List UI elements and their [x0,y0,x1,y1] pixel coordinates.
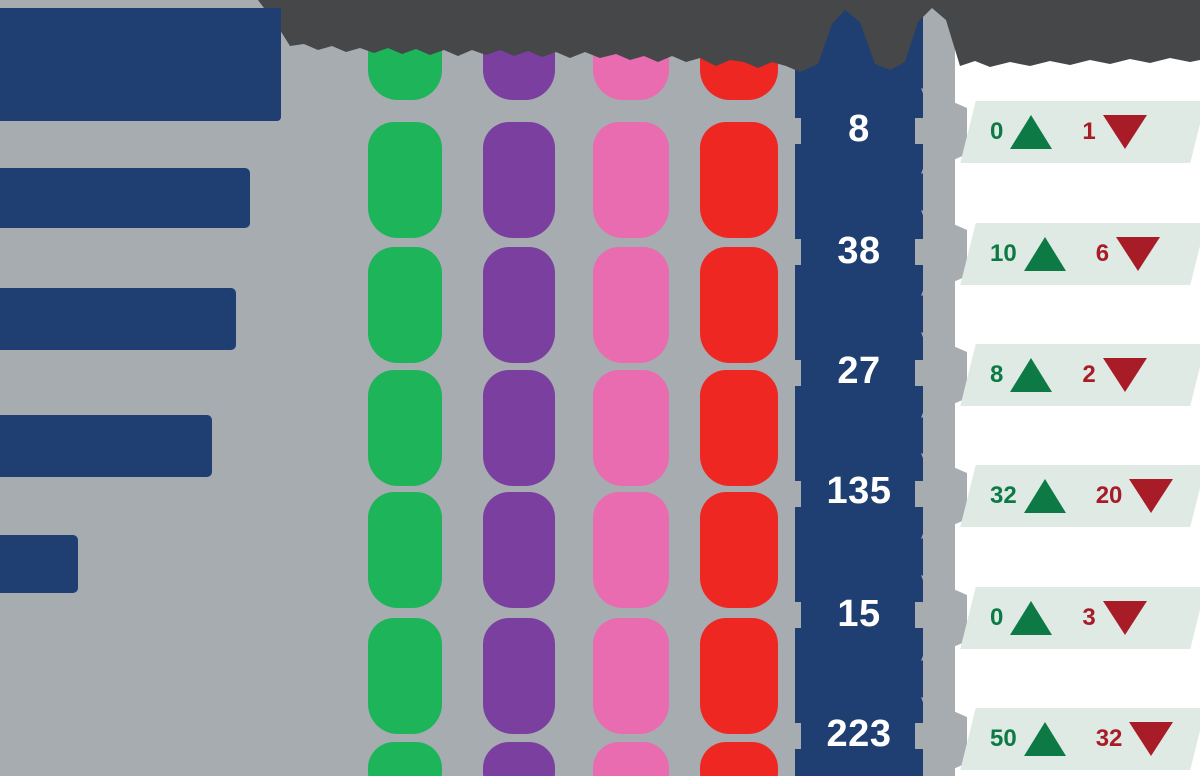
status-pill-green[interactable] [368,492,442,608]
count-value: 27 [837,350,881,392]
status-pill-green[interactable] [368,122,442,238]
trend-badge[interactable] [960,344,1200,406]
count-column-notch-right [915,118,925,144]
row-label-redacted [0,415,212,477]
status-pill-pink[interactable] [593,122,669,238]
count-column-notch-left [793,481,801,507]
status-pill-purple[interactable] [483,122,555,238]
count-value: 223 [826,713,892,755]
status-pill-purple[interactable] [483,742,555,776]
count-column-notch-left [793,723,801,749]
status-pill-purple[interactable] [483,492,555,608]
trend-badge[interactable] [960,465,1200,527]
status-pill-pink[interactable] [593,370,669,486]
row-label-redacted [0,168,250,228]
count-value: 135 [826,470,892,512]
trend-badge[interactable] [960,708,1200,770]
header-title-redacted [0,8,281,121]
status-pill-green[interactable] [368,618,442,734]
status-pill-green[interactable] [368,742,442,776]
trend-badge[interactable] [960,101,1200,163]
count-column-notch-left [793,602,801,628]
status-pill-purple[interactable] [483,370,555,486]
status-pill-red[interactable] [700,122,778,238]
status-pill-pink[interactable] [593,492,669,608]
count-column-notch-right [915,723,925,749]
row-label-redacted [0,535,78,593]
trend-badge[interactable] [960,587,1200,649]
status-pill-purple[interactable] [483,618,555,734]
trend-badge[interactable] [960,223,1200,285]
row-label-redacted [0,288,236,350]
status-pill-red[interactable] [700,370,778,486]
count-column [795,0,923,776]
count-column-notch-left [793,239,801,265]
status-pill-pink[interactable] [593,618,669,734]
count-column-notch-left [793,118,801,144]
count-column-notch-right [915,602,925,628]
status-pill-red[interactable] [700,742,778,776]
count-value: 38 [837,230,881,272]
status-pill-red[interactable] [700,492,778,608]
status-pill-green[interactable] [368,247,442,363]
status-pill-pink[interactable] [593,247,669,363]
status-pill-pink[interactable] [593,742,669,776]
count-column-notch-right [915,481,925,507]
count-value: 15 [837,593,881,635]
count-value: 8 [848,108,870,150]
count-column-notch-right [915,360,925,386]
status-pill-green[interactable] [368,370,442,486]
count-column-notch-left [793,360,801,386]
count-column-notch-right [915,239,925,265]
status-pill-red[interactable] [700,618,778,734]
status-pill-purple[interactable] [483,247,555,363]
status-pill-red[interactable] [700,247,778,363]
